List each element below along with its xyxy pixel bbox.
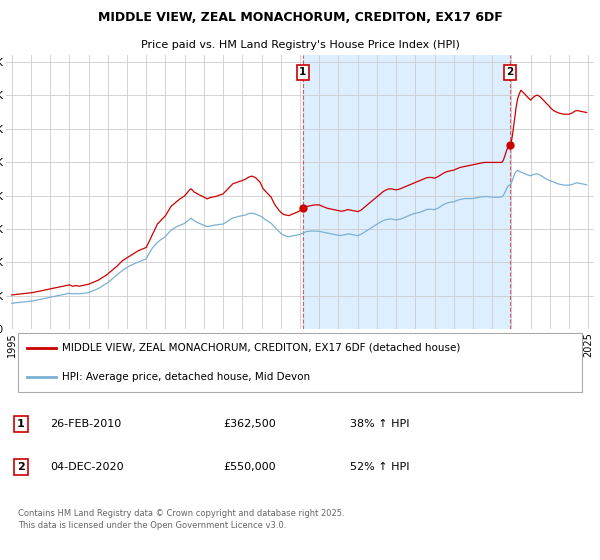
Text: 38% ↑ HPI: 38% ↑ HPI: [350, 419, 409, 429]
Text: 2: 2: [506, 67, 514, 77]
Text: MIDDLE VIEW, ZEAL MONACHORUM, CREDITON, EX17 6DF: MIDDLE VIEW, ZEAL MONACHORUM, CREDITON, …: [98, 11, 502, 25]
Text: Price paid vs. HM Land Registry's House Price Index (HPI): Price paid vs. HM Land Registry's House …: [140, 40, 460, 50]
FancyBboxPatch shape: [18, 333, 582, 392]
Text: 2: 2: [17, 462, 25, 472]
Text: 26-FEB-2010: 26-FEB-2010: [50, 419, 121, 429]
Text: 1: 1: [299, 67, 307, 77]
Text: £362,500: £362,500: [224, 419, 277, 429]
Text: MIDDLE VIEW, ZEAL MONACHORUM, CREDITON, EX17 6DF (detached house): MIDDLE VIEW, ZEAL MONACHORUM, CREDITON, …: [62, 343, 460, 353]
Bar: [303, 55, 510, 329]
Text: HPI: Average price, detached house, Mid Devon: HPI: Average price, detached house, Mid …: [62, 372, 310, 382]
Text: 1: 1: [17, 419, 25, 429]
Text: £550,000: £550,000: [224, 462, 276, 472]
Text: 04-DEC-2020: 04-DEC-2020: [50, 462, 124, 472]
Text: Contains HM Land Registry data © Crown copyright and database right 2025.
This d: Contains HM Land Registry data © Crown c…: [18, 509, 344, 530]
Text: 52% ↑ HPI: 52% ↑ HPI: [350, 462, 409, 472]
